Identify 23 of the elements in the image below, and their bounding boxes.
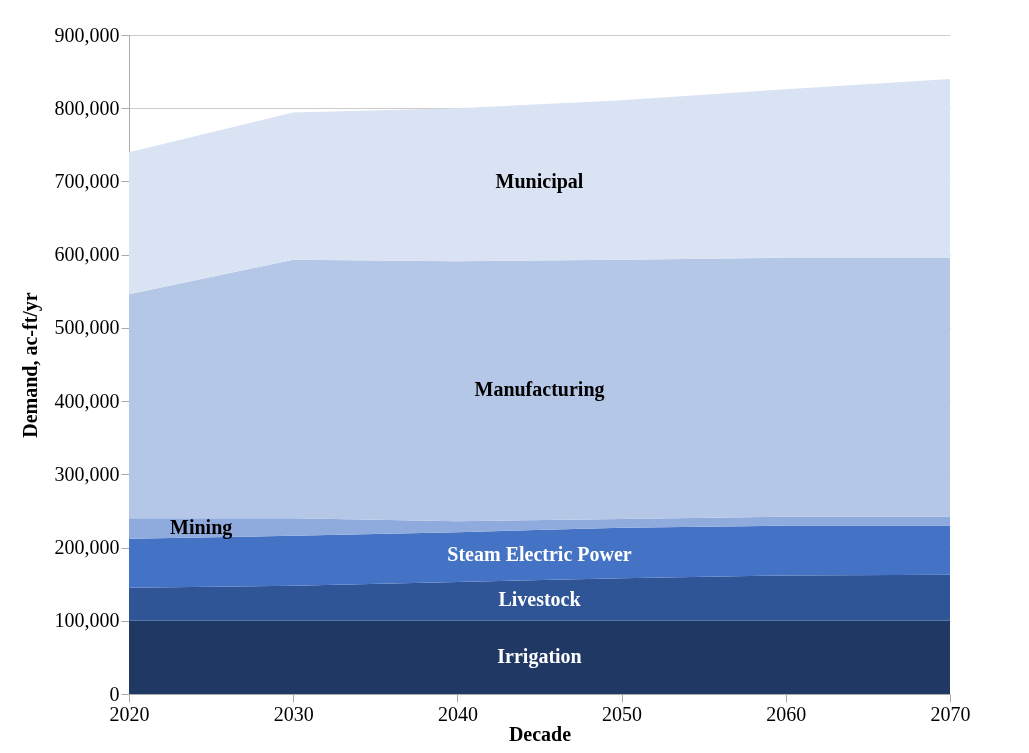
y-axis-title: Demand, ac-ft/yr — [18, 292, 42, 438]
x-tick-label: 2040 — [437, 702, 478, 725]
x-axis-title: Decade — [508, 722, 572, 745]
y-tick-label: 500,000 — [54, 316, 120, 339]
y-tick-label: 0 — [109, 682, 120, 705]
y-tick-label: 100,000 — [54, 609, 120, 632]
x-tick-label: 2060 — [766, 702, 807, 725]
y-tick-label: 700,000 — [54, 169, 120, 192]
y-tick-label: 400,000 — [54, 389, 120, 412]
x-tick-label: 2050 — [602, 702, 643, 725]
y-tick-label: 300,000 — [54, 462, 120, 485]
y-tick-label: 900,000 — [54, 23, 120, 46]
x-tick-label: 2030 — [273, 702, 314, 725]
x-tick-label: 2020 — [109, 702, 150, 725]
series-label: Mining — [170, 516, 233, 540]
x-tick-label: 2070 — [930, 702, 971, 725]
series-label: Steam Electric Power — [447, 543, 632, 566]
series-label: Manufacturing — [474, 378, 605, 402]
series-label: Municipal — [495, 170, 584, 194]
series-label: Irrigation — [497, 645, 582, 669]
y-tick-label: 600,000 — [54, 243, 120, 266]
y-tick-label: 200,000 — [54, 536, 120, 559]
y-tick-label: 800,000 — [54, 96, 120, 119]
